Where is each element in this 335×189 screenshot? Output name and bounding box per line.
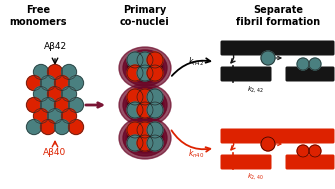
Ellipse shape (128, 125, 162, 151)
Ellipse shape (123, 120, 167, 156)
Text: Aβ42: Aβ42 (44, 42, 67, 51)
Circle shape (261, 51, 275, 65)
Circle shape (137, 102, 153, 118)
Circle shape (309, 145, 321, 157)
Text: Aβ40: Aβ40 (43, 148, 67, 157)
Text: $k_{n40}$: $k_{n40}$ (188, 148, 204, 160)
Circle shape (55, 119, 69, 135)
Circle shape (55, 75, 69, 91)
Text: $k_{+40}$: $k_{+40}$ (270, 128, 286, 138)
FancyBboxPatch shape (220, 154, 271, 170)
Circle shape (309, 58, 321, 70)
Circle shape (127, 65, 143, 81)
Ellipse shape (128, 92, 162, 118)
Circle shape (137, 52, 153, 68)
Text: Primary
co-nuclei: Primary co-nuclei (120, 5, 170, 27)
FancyBboxPatch shape (220, 67, 271, 81)
Circle shape (147, 52, 163, 68)
Circle shape (34, 87, 49, 101)
Circle shape (55, 98, 69, 112)
Ellipse shape (119, 84, 171, 126)
Circle shape (261, 137, 275, 151)
Circle shape (26, 119, 42, 135)
Ellipse shape (123, 87, 167, 123)
Text: Separate
fibril formation: Separate fibril formation (236, 5, 320, 27)
Circle shape (127, 89, 143, 105)
Circle shape (127, 52, 143, 68)
Circle shape (34, 64, 49, 80)
Text: Free
monomers: Free monomers (9, 5, 67, 27)
Circle shape (68, 119, 83, 135)
Ellipse shape (119, 47, 171, 89)
FancyBboxPatch shape (220, 40, 335, 56)
Circle shape (127, 102, 143, 118)
Ellipse shape (123, 50, 167, 86)
Circle shape (147, 65, 163, 81)
Circle shape (68, 75, 83, 91)
Circle shape (34, 108, 49, 123)
Circle shape (62, 108, 76, 123)
Ellipse shape (126, 90, 164, 120)
Circle shape (137, 65, 153, 81)
Circle shape (127, 122, 143, 138)
Circle shape (147, 89, 163, 105)
Circle shape (137, 89, 153, 105)
Circle shape (26, 98, 42, 112)
FancyBboxPatch shape (220, 129, 335, 143)
Ellipse shape (126, 123, 164, 153)
Text: $k_{2,40}$: $k_{2,40}$ (247, 171, 263, 181)
Circle shape (68, 98, 83, 112)
Text: $k_{+42}$: $k_{+42}$ (270, 42, 286, 52)
Circle shape (41, 119, 56, 135)
Circle shape (26, 75, 42, 91)
Circle shape (127, 135, 143, 151)
Ellipse shape (126, 53, 164, 83)
FancyBboxPatch shape (285, 154, 335, 170)
Circle shape (48, 64, 63, 80)
Circle shape (297, 145, 309, 157)
Circle shape (137, 135, 153, 151)
Circle shape (297, 58, 309, 70)
Circle shape (41, 75, 56, 91)
Circle shape (147, 135, 163, 151)
Ellipse shape (119, 117, 171, 159)
Circle shape (62, 64, 76, 80)
Circle shape (41, 98, 56, 112)
Circle shape (48, 108, 63, 123)
Circle shape (62, 87, 76, 101)
Text: $k_{n42}$: $k_{n42}$ (188, 56, 204, 68)
Ellipse shape (128, 55, 162, 81)
FancyBboxPatch shape (285, 67, 335, 81)
Circle shape (147, 122, 163, 138)
Circle shape (48, 87, 63, 101)
Circle shape (137, 122, 153, 138)
Text: $k_{2,42}$: $k_{2,42}$ (247, 84, 263, 94)
Circle shape (147, 102, 163, 118)
